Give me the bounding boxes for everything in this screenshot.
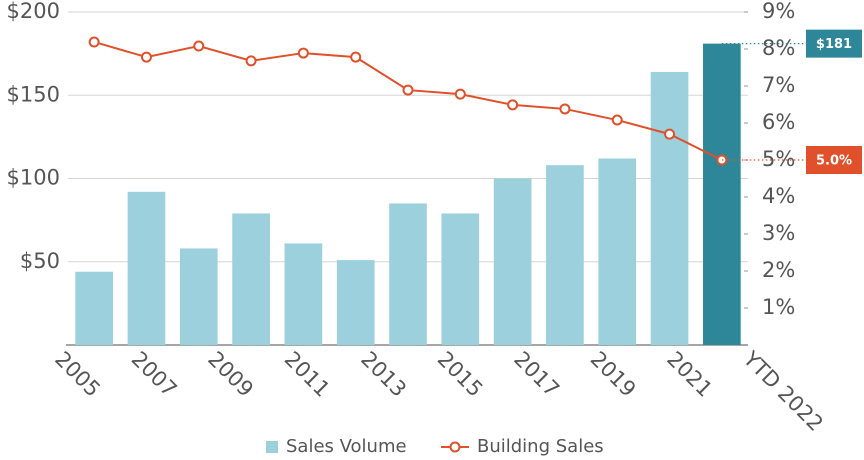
- bar: [75, 271, 113, 345]
- x-tick-label: 2007: [127, 347, 182, 402]
- x-tick-label: 2019: [586, 347, 641, 402]
- callout-box: [806, 146, 862, 174]
- callout-label: 5.0%: [816, 154, 852, 169]
- bar: [703, 43, 741, 345]
- x-tick-label: 2015: [433, 347, 488, 402]
- bar: [127, 191, 166, 345]
- y-tick-label: $150: [7, 82, 60, 106]
- bar: [179, 248, 218, 345]
- y2-tick-label: 9%: [762, 0, 795, 23]
- bar: [232, 213, 270, 345]
- bar: [650, 71, 689, 345]
- x-tick-label: 2005: [50, 347, 105, 402]
- legend-swatch: [449, 441, 461, 453]
- x-tick-label: YTD 2022: [738, 346, 828, 436]
- legend-label: Building Sales: [477, 436, 604, 457]
- line-point: [88, 36, 100, 48]
- x-tick-label: 2021: [662, 347, 717, 402]
- line-point: [350, 51, 362, 63]
- line-point: [454, 88, 466, 100]
- y2-tick-label: 4%: [762, 184, 795, 208]
- x-tick-label: 2017: [509, 347, 564, 402]
- legend-swatch: [266, 441, 278, 453]
- bar: [284, 243, 323, 345]
- bar: [441, 213, 480, 345]
- bar: [336, 260, 375, 345]
- y2-tick-label: 3%: [762, 221, 795, 245]
- line-point: [402, 84, 414, 96]
- y2-tick-label: 8%: [762, 36, 795, 60]
- line-point: [193, 40, 205, 52]
- y2-tick-label: 6%: [762, 110, 795, 134]
- legend-label: Sales Volume: [286, 436, 407, 457]
- x-tick-label: 2011: [280, 347, 335, 402]
- line-point: [559, 103, 571, 115]
- bar: [389, 203, 427, 345]
- y-tick-label: $50: [20, 249, 60, 273]
- y2-tick-label: 7%: [762, 73, 795, 97]
- bar: [493, 178, 532, 345]
- y-tick-label: $200: [7, 0, 60, 23]
- line-point: [664, 128, 676, 140]
- y2-tick-label: 2%: [762, 258, 795, 282]
- line-point: [245, 55, 257, 67]
- callout-label: $181: [816, 37, 852, 52]
- bar: [546, 165, 584, 345]
- line-point: [140, 51, 152, 63]
- line-point: [507, 99, 519, 111]
- y2-tick-label: 5%: [762, 147, 795, 171]
- line: [93, 41, 723, 161]
- bar: [598, 158, 637, 345]
- x-tick-label: 2013: [356, 347, 411, 402]
- y-tick-label: $100: [7, 166, 60, 190]
- callout-box: [806, 29, 862, 58]
- line-point: [611, 114, 623, 126]
- x-tick-label: 2009: [203, 347, 258, 402]
- y2-tick-label: 1%: [762, 295, 795, 319]
- line-point: [297, 47, 309, 59]
